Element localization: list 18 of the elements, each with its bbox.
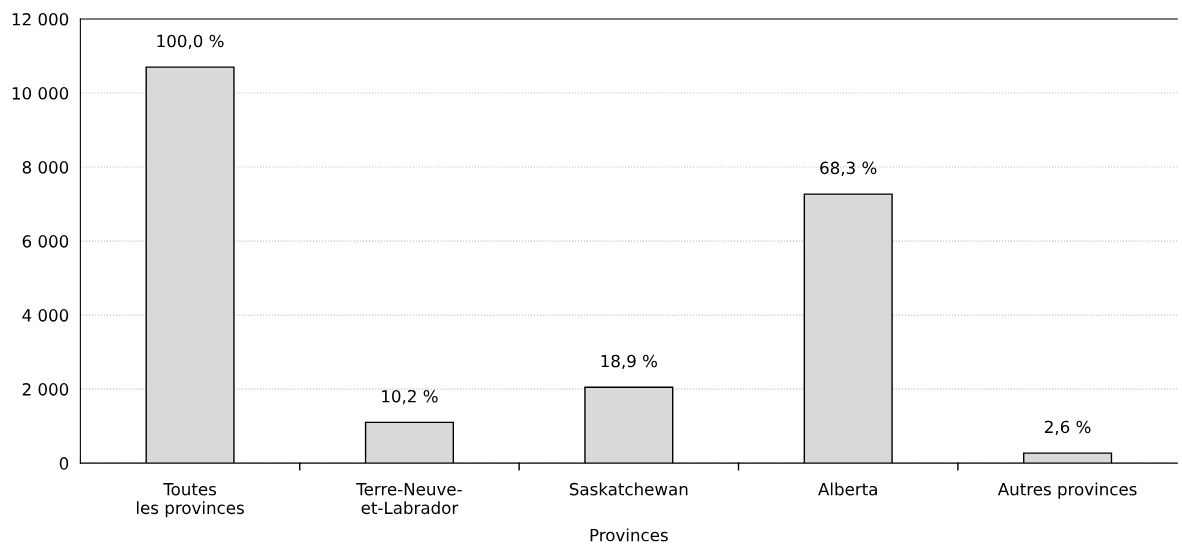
y-tick-label: 12 000	[12, 13, 69, 26]
y-tick-label: 4 000	[22, 309, 69, 322]
y-tick-label: 8 000	[22, 161, 69, 174]
annotation: 2,6 %	[1044, 420, 1091, 435]
x-tick-label: Alberta	[818, 482, 877, 496]
x-tick-label: Terre-Neuve- et-Labrador	[356, 483, 462, 515]
y-tick-label: 0	[59, 457, 69, 470]
annotation: 100,0 %	[157, 34, 224, 49]
x-tick-label: Autres provinces	[997, 482, 1137, 499]
annotation: 18,9 %	[601, 354, 658, 370]
y-tick-label: 6 000	[22, 235, 69, 248]
y-tick-label: 2 000	[22, 383, 69, 396]
annotation: 10,2 %	[382, 389, 438, 405]
x-tick-label: Toutes les provinces	[137, 483, 244, 518]
x-tick-label: Saskatchewan	[569, 482, 688, 496]
annotation: 68,3 %	[820, 161, 877, 176]
x-axis-title: Provinces	[590, 528, 668, 542]
y-tick-label: 10 000	[12, 87, 69, 100]
